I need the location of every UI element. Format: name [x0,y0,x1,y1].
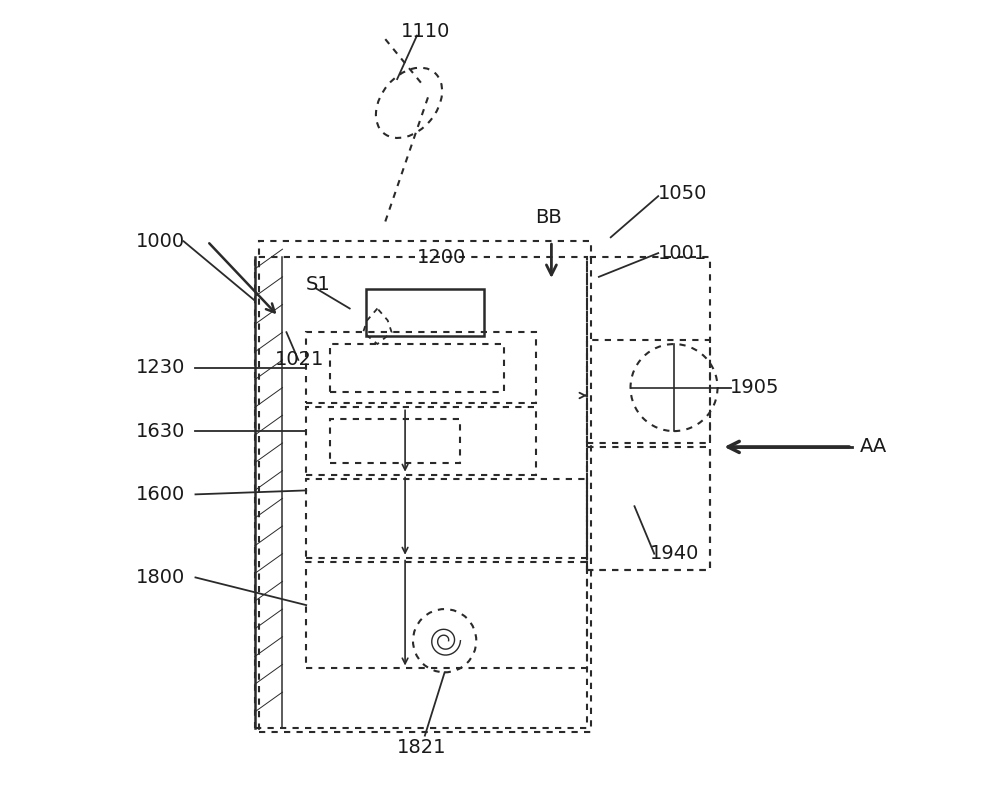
Text: BB: BB [536,208,562,227]
Bar [306,562,587,668]
Text: 1021: 1021 [275,350,324,369]
Text: 1630: 1630 [136,422,186,441]
Text: 1000: 1000 [136,232,185,251]
Text: 1821: 1821 [397,738,447,757]
Bar [330,344,504,392]
Text: AA: AA [860,437,887,456]
Text: 1905: 1905 [729,378,779,397]
Text: 1800: 1800 [136,568,185,587]
Text: 1230: 1230 [136,358,186,377]
Text: 1600: 1600 [136,485,185,504]
Bar [306,332,536,403]
Bar [366,289,484,336]
Text: 1940: 1940 [650,544,700,563]
Bar [587,257,710,570]
Text: 1050: 1050 [658,184,708,203]
Bar [259,241,591,732]
Bar [255,257,587,728]
Bar [587,340,710,443]
Text: 1001: 1001 [658,244,707,263]
Text: S1: S1 [306,275,331,294]
Text: 1200: 1200 [417,248,466,267]
Bar [330,419,460,463]
Bar [306,479,587,558]
Bar [306,407,536,475]
Bar [587,447,710,570]
Text: 1110: 1110 [401,22,451,41]
